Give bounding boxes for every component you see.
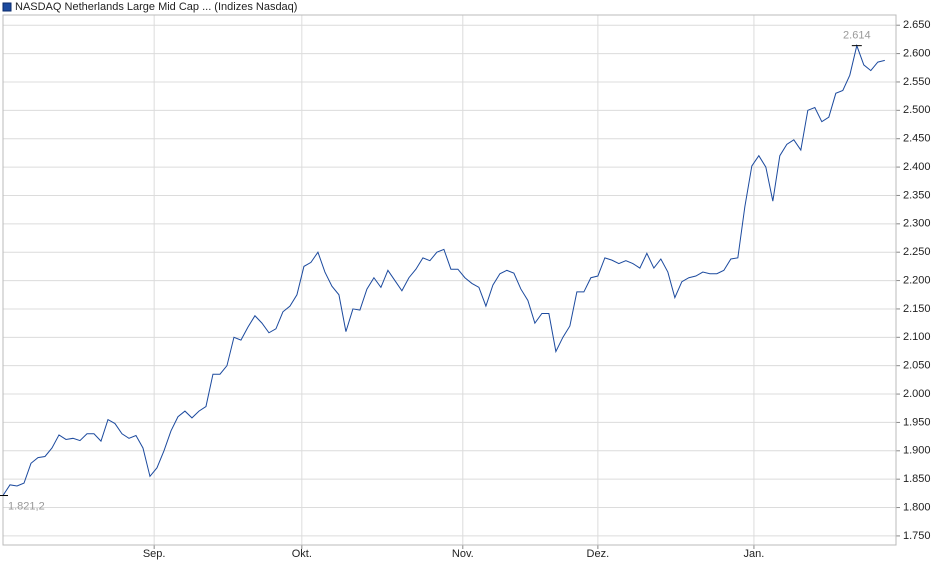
y-tick-label: 2.150 bbox=[903, 303, 931, 315]
y-tick-label: 2.350 bbox=[903, 189, 931, 201]
y-tick-label: 1.950 bbox=[903, 416, 931, 428]
y-tick-label: 1.800 bbox=[903, 501, 931, 513]
y-tick-label: 2.250 bbox=[903, 246, 931, 258]
y-tick-label: 2.500 bbox=[903, 104, 931, 116]
y-tick-label: 2.000 bbox=[903, 388, 931, 400]
y-tick-label: 2.050 bbox=[903, 360, 931, 372]
y-tick-label: 2.600 bbox=[903, 47, 931, 59]
x-tick-label: Sep. bbox=[143, 548, 166, 560]
y-tick-label: 2.650 bbox=[903, 19, 931, 31]
plot-frame bbox=[2, 14, 897, 546]
annotation: 2.614 bbox=[843, 30, 871, 42]
y-tick-label: 1.850 bbox=[903, 473, 931, 485]
y-tick-label: 2.200 bbox=[903, 274, 931, 286]
x-tick-label: Jan. bbox=[744, 548, 765, 560]
x-tick-label: Nov. bbox=[452, 548, 474, 560]
y-tick-label: 1.900 bbox=[903, 445, 931, 457]
x-tick-label: Dez. bbox=[587, 548, 610, 560]
y-tick-label: 2.450 bbox=[903, 133, 931, 145]
legend-swatch bbox=[2, 2, 12, 12]
y-tick-label: 1.750 bbox=[903, 530, 931, 542]
y-tick-label: 2.300 bbox=[903, 218, 931, 230]
y-tick-label: 2.100 bbox=[903, 331, 931, 343]
annotation: 1.821,2 bbox=[8, 500, 45, 512]
y-tick-label: 2.400 bbox=[903, 161, 931, 173]
x-tick-label: Okt. bbox=[292, 548, 312, 560]
series-line bbox=[2, 43, 885, 496]
legend-label: NASDAQ Netherlands Large Mid Cap ... (In… bbox=[15, 1, 297, 13]
y-tick-label: 2.550 bbox=[903, 76, 931, 88]
